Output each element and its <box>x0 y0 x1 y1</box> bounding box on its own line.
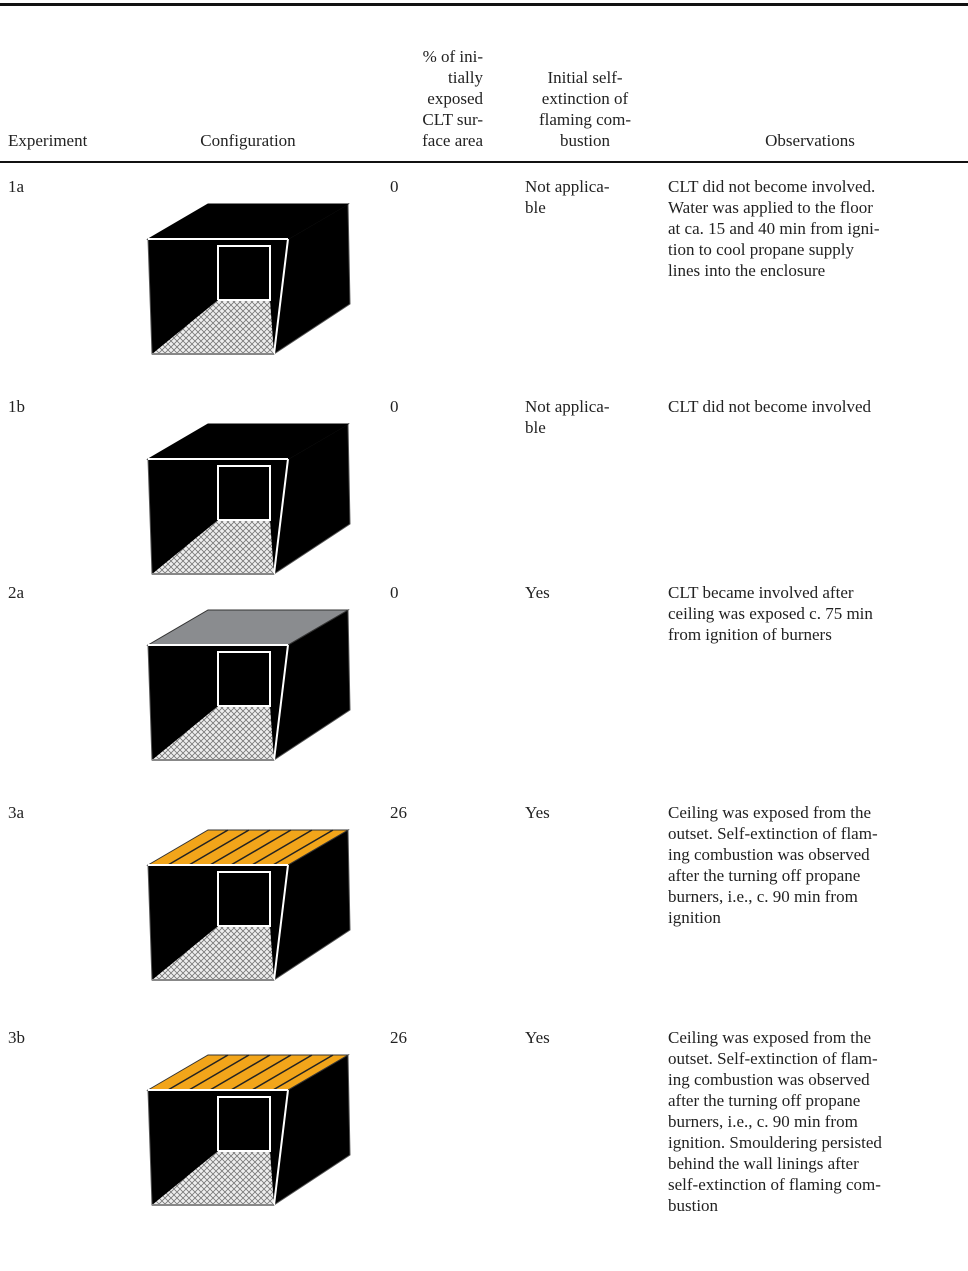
self-extinction: ble <box>525 198 546 217</box>
observation-line: bustion <box>668 1196 719 1215</box>
self-extinction: Not applica- <box>525 177 610 196</box>
header-text: flaming com- <box>538 110 632 129</box>
observation-line: burners, i.e., c. 90 min from <box>668 1112 858 1131</box>
header-text: tially <box>448 68 483 87</box>
experiment-id: 3a <box>8 803 25 822</box>
exposed-percent: 26 <box>390 803 407 822</box>
observation-line: outset. Self-extinction of flam- <box>668 1049 878 1068</box>
observation-line: after the turning off propane <box>668 1091 861 1110</box>
observation-line: CLT became involved after <box>668 583 854 602</box>
self-extinction: Yes <box>525 803 550 822</box>
observation-line: Water was applied to the floor <box>668 198 873 217</box>
exposed-percent: 0 <box>390 583 399 602</box>
observation-line: tion to cool propane supply <box>668 240 855 259</box>
header-text: extinction of <box>541 89 629 108</box>
observation-line: ignition <box>668 908 721 927</box>
header-text: Observations <box>765 131 855 150</box>
configuration-drawing <box>146 1054 351 1206</box>
header-text: Initial self- <box>547 68 623 87</box>
observation-line: outset. Self-extinction of flam- <box>668 824 878 843</box>
observation-line: at ca. 15 and 40 min from igni- <box>668 219 880 238</box>
header-text: % of ini- <box>422 47 483 66</box>
self-extinction: Yes <box>525 583 550 602</box>
self-extinction: Yes <box>525 1028 550 1047</box>
observation-line: behind the wall linings after <box>668 1154 859 1173</box>
header-text: exposed <box>427 89 483 108</box>
observation-line: from ignition of burners <box>668 625 832 644</box>
exposed-percent: 26 <box>390 1028 407 1047</box>
header-text: CLT sur- <box>422 110 483 129</box>
observation-line: Ceiling was exposed from the <box>668 803 872 822</box>
experiment-id: 1b <box>8 397 25 416</box>
header-text: Configuration <box>200 131 296 150</box>
observation-line: ing combustion was observed <box>668 845 870 864</box>
observation-line: self-extinction of flaming com- <box>668 1175 881 1194</box>
observation-line: CLT did not become involved <box>668 397 872 416</box>
configuration-drawing <box>146 423 351 575</box>
configuration-drawing <box>146 829 351 981</box>
observation-line: Ceiling was exposed from the <box>668 1028 872 1047</box>
observation-line: ceiling was exposed c. 75 min <box>668 604 873 623</box>
exposed-percent: 0 <box>390 397 399 416</box>
observation-line: lines into the enclosure <box>668 261 826 280</box>
self-extinction: Not applica- <box>525 397 610 416</box>
header-text: Experiment <box>8 131 88 150</box>
observation-line: burners, i.e., c. 90 min from <box>668 887 858 906</box>
header-text: face area <box>422 131 483 150</box>
observation-line: CLT did not become involved. <box>668 177 876 196</box>
experiment-id: 2a <box>8 583 25 602</box>
header-rule <box>0 161 968 163</box>
self-extinction: ble <box>525 418 546 437</box>
configuration-drawing <box>146 609 351 761</box>
configuration-drawing <box>146 203 351 355</box>
experiment-id: 3b <box>8 1028 25 1047</box>
header-text: bustion <box>559 131 611 150</box>
observation-line: ignition. Smouldering persisted <box>668 1133 882 1152</box>
observation-line: after the turning off propane <box>668 866 861 885</box>
observation-line: ing combustion was observed <box>668 1070 870 1089</box>
experiment-id: 1a <box>8 177 25 196</box>
top-rule <box>0 3 968 6</box>
exposed-percent: 0 <box>390 177 399 196</box>
